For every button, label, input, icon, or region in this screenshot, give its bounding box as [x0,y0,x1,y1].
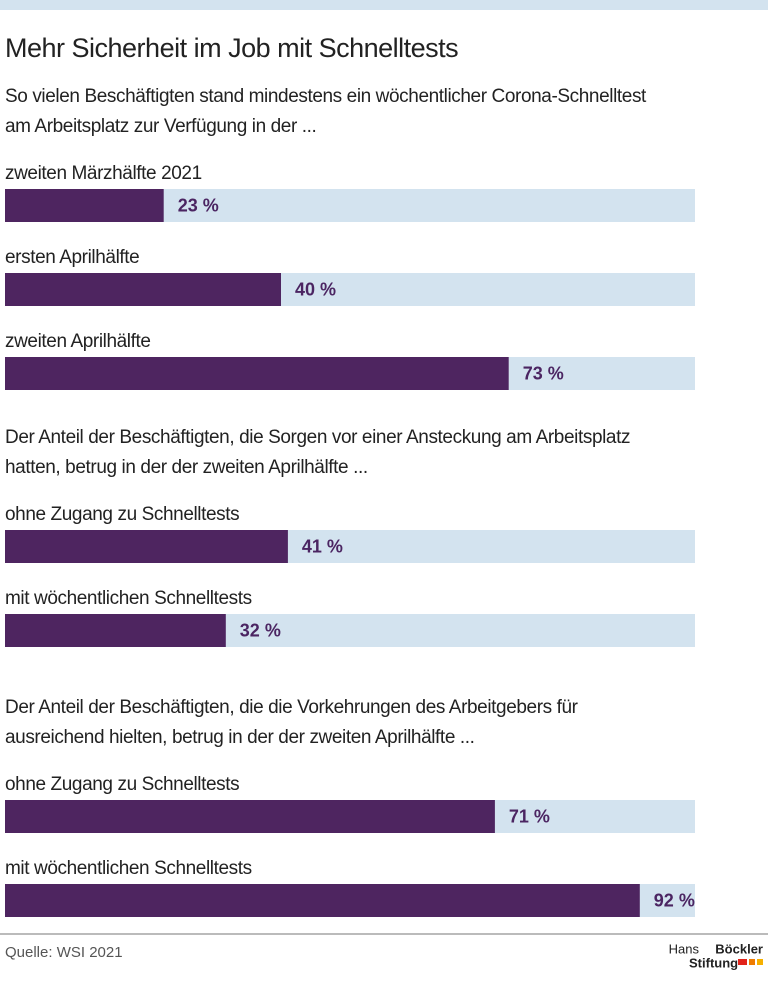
category-label: mit wöchentlichen Schnelltests [5,858,252,879]
subtitle: hatten, betrug in der der zweiten Aprilh… [5,457,368,478]
logo-text: Stiftung [689,955,738,970]
bar [5,273,281,306]
value-label: 92 % [654,890,695,910]
bar [5,800,495,833]
subtitle: am Arbeitsplatz zur Verfügung in der ... [5,116,316,137]
logo-text: Hans [669,941,700,956]
category-label: ohne Zugang zu Schnelltests [5,504,239,525]
category-label: zweiten Märzhälfte 2021 [5,163,202,184]
logo-mark [738,959,747,965]
subtitle: So vielen Beschäftigten stand mindestens… [5,86,647,107]
category-label: mit wöchentlichen Schnelltests [5,588,252,609]
subtitle: Der Anteil der Beschäftigten, die die Vo… [5,697,579,718]
bar [5,357,509,390]
logo-mark [749,959,755,965]
value-label: 71 % [509,806,550,826]
subtitle: ausreichend hielten, betrug in der der z… [5,727,475,748]
logo-text: Böckler [715,941,763,956]
top-band [0,0,768,10]
category-label: ohne Zugang zu Schnelltests [5,774,239,795]
source: Quelle: WSI 2021 [5,944,123,961]
category-label: zweiten Aprilhälfte [5,331,151,352]
value-label: 23 % [178,195,219,215]
bar [5,614,226,647]
logo-mark [757,959,763,965]
subtitle: Der Anteil der Beschäftigten, die Sorgen… [5,427,630,448]
value-label: 73 % [523,363,564,383]
bar [5,530,288,563]
category-label: ersten Aprilhälfte [5,247,139,268]
bar [5,884,640,917]
chart-title: Mehr Sicherheit im Job mit Schnelltests [5,33,458,63]
value-label: 40 % [295,279,336,299]
value-label: 32 % [240,620,281,640]
bar [5,189,164,222]
value-label: 41 % [302,536,343,556]
